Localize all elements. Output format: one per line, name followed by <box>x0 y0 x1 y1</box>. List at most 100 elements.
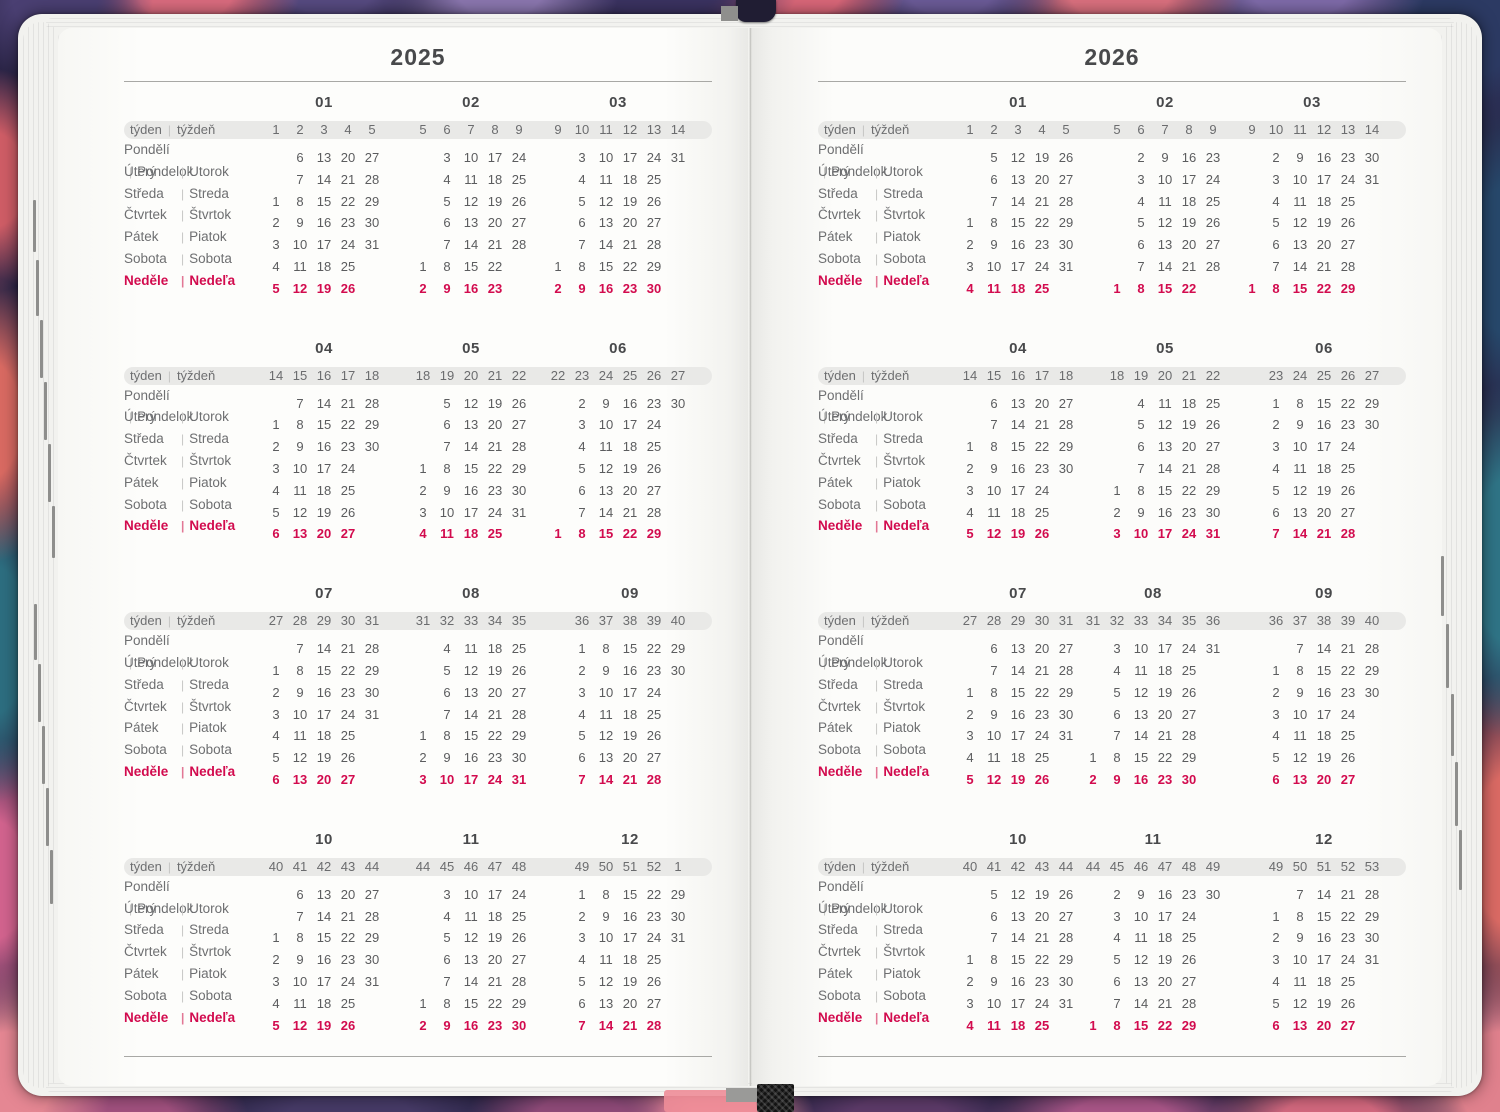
day-numbers-row: 6 13 20 27 <box>1240 234 1384 256</box>
day-number-cell: 21 <box>340 641 356 657</box>
day-number-cell: 31 <box>364 706 380 722</box>
week-numbers-row: 49 50 51 52 1 <box>570 858 690 876</box>
week-label-cs: týden <box>130 122 162 137</box>
edge-tab-mark <box>1455 762 1458 826</box>
day-number-cell: 30 <box>1364 930 1380 946</box>
day-number-cell: 1 <box>1272 908 1280 924</box>
day-number-cell: 8 <box>578 258 586 274</box>
day-numbers-row: 2 9 16 23 30 <box>958 971 1078 993</box>
day-number-cell: 10 <box>439 504 455 520</box>
day-number-cell: 19 <box>622 193 638 209</box>
day-label: Úterý | Utorok <box>124 406 242 428</box>
day-number-cell <box>958 147 982 169</box>
day-number-cell: 17 <box>316 460 332 476</box>
day-number-cell: 24 <box>1034 728 1050 744</box>
day-number-cell: 15 <box>316 417 332 433</box>
day-number-cell: 22 <box>487 728 503 744</box>
label-separator: | <box>875 743 879 758</box>
day-number-cell: 26 <box>511 193 527 209</box>
day-number-cell: 1 <box>554 258 562 274</box>
week-number-cell: 49 <box>1268 858 1284 874</box>
day-name-sk: Pondelok <box>137 900 194 916</box>
day-label-sunday: Neděle | Nedeľa <box>124 1007 242 1029</box>
day-numbers-row: 1 8 15 22 29 <box>411 725 531 747</box>
page-year-2026: 2026 týden | týždeň Pondělí| Pondelok Úterý | U… <box>752 28 1442 1086</box>
day-number-cell: 16 <box>463 1017 479 1033</box>
day-number-cell: 4 <box>443 908 451 924</box>
header-spacer <box>124 337 242 367</box>
day-number-cell: 31 <box>670 150 686 165</box>
day-number-cell <box>360 523 384 545</box>
day-number-cell: 29 <box>646 258 662 274</box>
day-number-cell: 12 <box>1133 684 1149 700</box>
day-number-cell: 3 <box>1272 439 1280 455</box>
day-number-cell <box>507 523 531 545</box>
day-number-cell: 8 <box>990 215 998 231</box>
week-number-cell: 52 <box>1340 858 1356 874</box>
label-separator: | <box>875 186 879 201</box>
day-number-cell <box>546 191 570 213</box>
day-name-cs: Pondělí <box>818 633 864 649</box>
day-number-cell: 9 <box>443 1017 451 1033</box>
week-number-cell: 29 <box>316 613 332 629</box>
day-label: Sobota | Sobota <box>124 248 242 270</box>
week-number-cell: 42 <box>316 858 332 874</box>
day-name-cs: Sobota <box>124 987 167 1003</box>
label-separator: | <box>129 164 133 179</box>
label-separator: | <box>181 945 185 960</box>
week-number-cell: 12 <box>1316 122 1332 137</box>
day-number-cell: 4 <box>578 706 586 722</box>
day-number-cell: 16 <box>1316 150 1332 165</box>
day-number-cell: 31 <box>1058 995 1074 1011</box>
day-number-cell: 4 <box>1272 460 1280 476</box>
day-number-cell: 16 <box>1133 771 1149 787</box>
month-2025-12: 12 49 50 51 52 1 1 8 15 22 29 2 9 16 23 30 3 10 17 24 31 4 11 1… <box>570 828 690 1037</box>
day-number-cell: 22 <box>1181 280 1197 296</box>
day-number-cell: 3 <box>272 706 280 722</box>
day-number-cell: 5 <box>1113 684 1121 700</box>
day-number-cell: 25 <box>1034 750 1050 766</box>
day-number-cell <box>1360 725 1384 747</box>
month-2025-04: 04 14 15 16 17 18 7 14 21 28 1 8 15 22 29 2 9 16 23 30 3 10 17… <box>264 337 384 546</box>
day-number-cell: 28 <box>1058 193 1074 209</box>
sunday-numbers-row: 6 13 20 27 <box>264 523 384 545</box>
day-number-cell: 16 <box>622 908 638 924</box>
day-number-cell: 10 <box>439 771 455 787</box>
day-number-cell <box>1360 523 1384 545</box>
day-number-cell: 21 <box>487 706 503 722</box>
day-number-cell: 6 <box>578 995 586 1011</box>
day-number-cell: 4 <box>1137 395 1145 411</box>
day-name-sk: Utorok <box>189 654 229 670</box>
week-number-cell: 46 <box>1133 858 1149 874</box>
day-number-cell: 22 <box>1034 215 1050 231</box>
day-number-cell: 10 <box>1292 706 1308 722</box>
day-number-cell: 19 <box>622 728 638 744</box>
week-number-cell: 31 <box>364 613 380 629</box>
month-number: 03 <box>609 94 627 111</box>
day-label: Pondělí| Pondelok <box>124 385 242 425</box>
day-number-cell: 31 <box>1058 258 1074 274</box>
day-number-cell: 20 <box>1181 439 1197 455</box>
day-number-cell: 4 <box>272 728 280 744</box>
day-numbers-row: 3 10 17 24 31 <box>411 502 531 524</box>
day-number-cell: 3 <box>578 150 586 165</box>
day-numbers-row: 1 8 15 22 29 <box>264 414 384 436</box>
day-numbers-row: 2 9 16 23 30 <box>1264 682 1384 704</box>
day-number-cell: 4 <box>578 171 586 187</box>
month-area: 10 40 41 42 43 44 5 12 19 26 6 13 20 27 7 14 21 28 1 8 15 22 2… <box>936 828 1078 1037</box>
day-number-cell: 24 <box>1181 908 1197 924</box>
day-numbers-row: 6 13 20 27 <box>958 638 1078 660</box>
day-number-cell: 17 <box>463 771 479 787</box>
day-numbers-row: 1 8 15 22 29 <box>1264 393 1384 415</box>
day-number-cell: 12 <box>1010 886 1026 902</box>
week-number-cell: 19 <box>439 367 455 383</box>
month-area: 07 27 28 29 30 31 7 14 21 28 1 8 15 22 29 2 9 16 23 30 3 10 17… <box>242 582 384 791</box>
day-number-cell <box>264 638 288 660</box>
day-number-cell: 25 <box>1340 973 1356 989</box>
day-name-cs: Sobota <box>818 250 861 266</box>
day-number-cell: 18 <box>622 171 638 187</box>
day-number-cell <box>1105 414 1129 436</box>
day-number-cell: 23 <box>1157 771 1173 787</box>
week-number-cell: 34 <box>1157 613 1173 629</box>
